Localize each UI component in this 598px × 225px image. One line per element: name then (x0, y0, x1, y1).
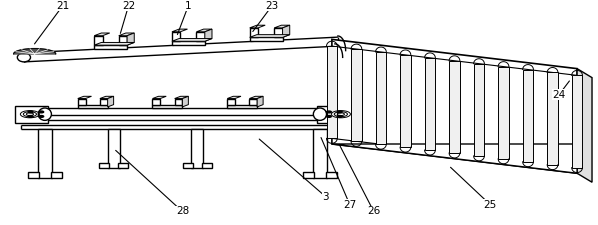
Polygon shape (172, 38, 212, 41)
Bar (152, 99, 160, 105)
Polygon shape (474, 64, 484, 156)
Bar (249, 99, 257, 105)
Bar (191, 129, 203, 168)
Text: 23: 23 (266, 1, 279, 11)
Ellipse shape (38, 108, 51, 120)
Circle shape (39, 111, 44, 113)
Circle shape (28, 111, 33, 113)
Bar (274, 28, 282, 37)
Polygon shape (332, 144, 577, 173)
Bar (202, 163, 212, 168)
Bar (152, 105, 182, 108)
Polygon shape (572, 75, 582, 168)
Polygon shape (547, 72, 558, 165)
Bar (118, 36, 127, 45)
Bar (317, 106, 350, 123)
Bar (94, 36, 103, 45)
Bar (250, 37, 282, 41)
Text: 25: 25 (484, 200, 497, 210)
Polygon shape (127, 33, 134, 45)
Polygon shape (14, 49, 56, 54)
Bar (51, 172, 62, 178)
Text: 26: 26 (367, 207, 380, 216)
Polygon shape (118, 33, 134, 36)
Circle shape (39, 115, 44, 117)
Polygon shape (327, 46, 337, 138)
Bar (108, 129, 120, 168)
Polygon shape (332, 39, 577, 173)
Polygon shape (196, 29, 212, 32)
Bar (227, 105, 257, 108)
Ellipse shape (313, 108, 327, 120)
Polygon shape (425, 58, 435, 150)
Bar (172, 41, 205, 45)
Bar (100, 99, 108, 105)
Bar (227, 99, 235, 105)
Polygon shape (100, 96, 114, 99)
Polygon shape (94, 33, 110, 36)
Bar (28, 172, 39, 178)
Polygon shape (182, 96, 188, 107)
Bar (313, 129, 327, 178)
Text: 1: 1 (185, 1, 192, 11)
Bar (38, 129, 52, 178)
Polygon shape (249, 96, 263, 99)
Text: 22: 22 (122, 1, 135, 11)
Bar (303, 172, 314, 178)
Polygon shape (282, 25, 290, 37)
Polygon shape (498, 67, 509, 159)
Polygon shape (172, 29, 188, 32)
Bar (99, 163, 109, 168)
Ellipse shape (17, 53, 30, 62)
Polygon shape (351, 49, 362, 141)
Text: 21: 21 (56, 1, 69, 11)
Polygon shape (152, 96, 166, 99)
Text: 24: 24 (553, 90, 566, 99)
Polygon shape (175, 96, 188, 99)
Bar (15, 106, 48, 123)
Polygon shape (78, 96, 91, 99)
Bar (250, 28, 258, 37)
Bar (183, 163, 193, 168)
Polygon shape (94, 43, 134, 45)
Polygon shape (250, 35, 290, 37)
Bar (78, 99, 86, 105)
Circle shape (28, 115, 33, 117)
Circle shape (337, 115, 342, 117)
Text: 28: 28 (176, 207, 189, 216)
Bar (196, 32, 205, 41)
Polygon shape (274, 25, 290, 28)
Polygon shape (577, 69, 592, 182)
Circle shape (337, 111, 342, 113)
Bar (78, 105, 108, 108)
Polygon shape (205, 29, 212, 41)
Polygon shape (108, 96, 114, 107)
Polygon shape (227, 96, 241, 99)
Polygon shape (250, 25, 266, 28)
Polygon shape (376, 52, 386, 144)
Circle shape (327, 111, 331, 113)
Text: 27: 27 (343, 200, 356, 210)
Circle shape (327, 115, 331, 117)
Polygon shape (400, 55, 411, 147)
Text: 3: 3 (322, 192, 329, 202)
Bar (175, 99, 182, 105)
Bar (94, 45, 127, 49)
Bar (326, 172, 337, 178)
Polygon shape (257, 96, 263, 107)
Bar (118, 163, 128, 168)
Bar (172, 32, 181, 41)
Polygon shape (449, 61, 460, 153)
Polygon shape (523, 70, 533, 162)
